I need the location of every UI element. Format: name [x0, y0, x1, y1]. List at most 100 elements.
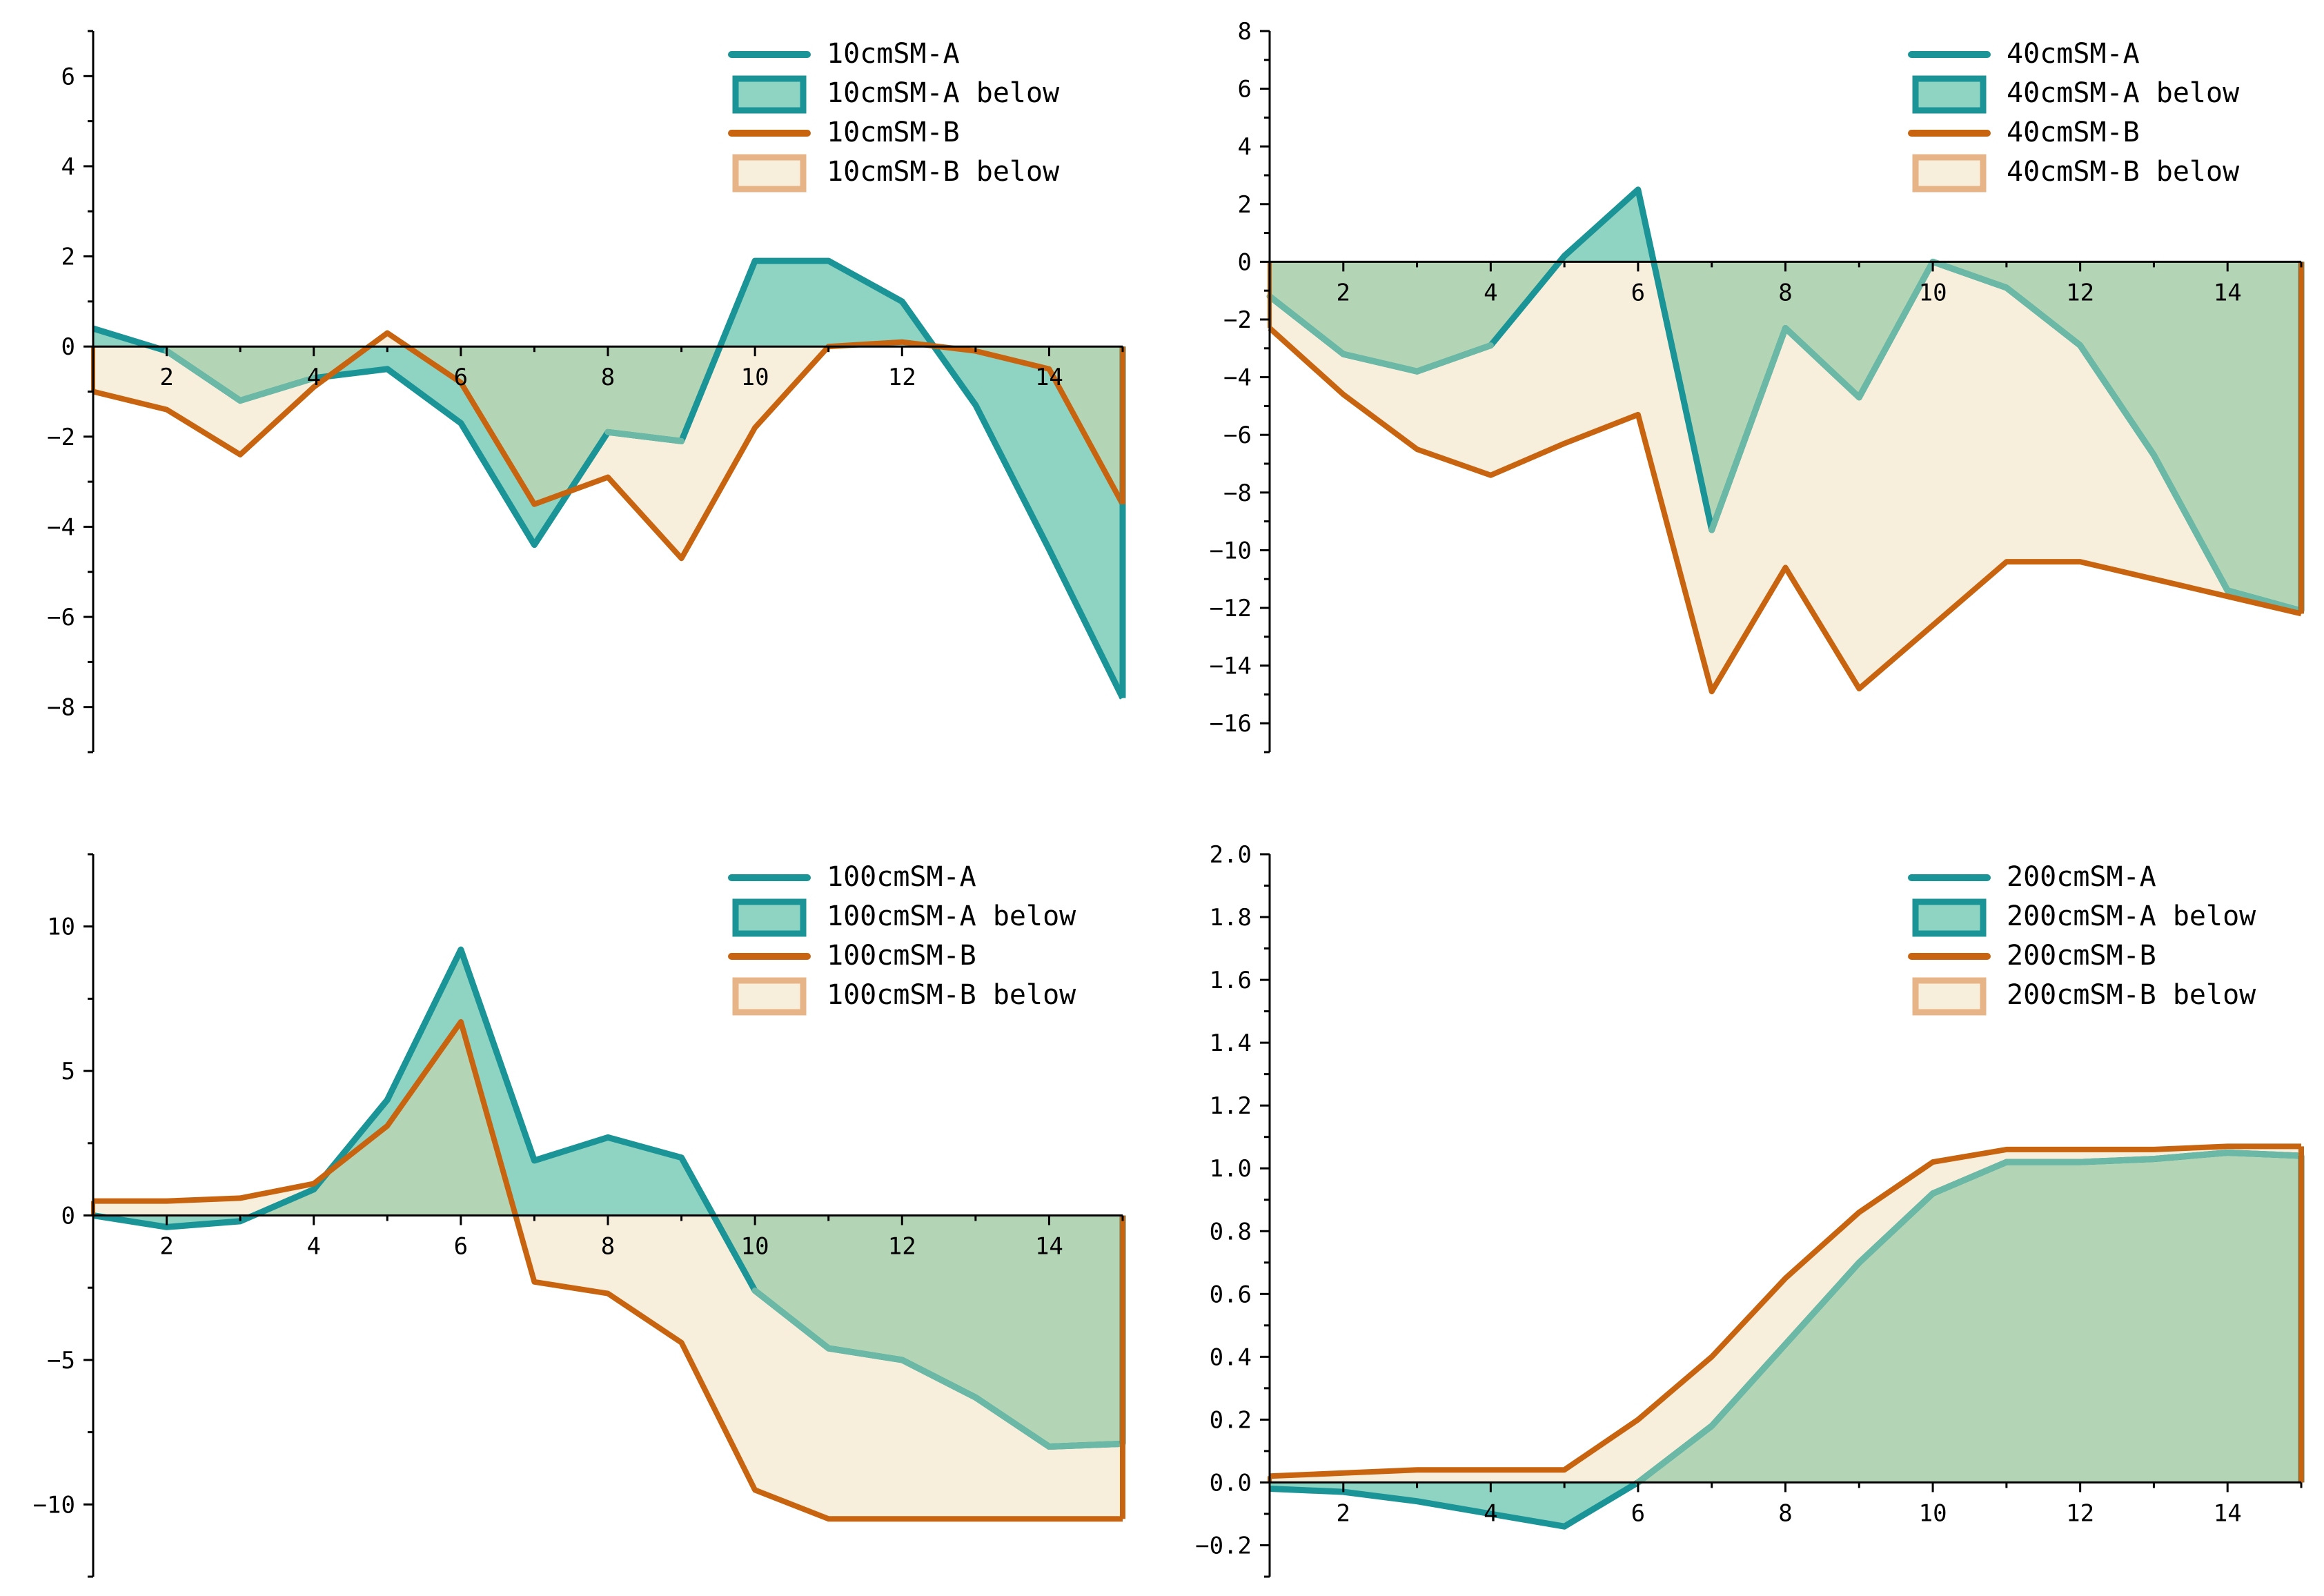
legend-label: 200cmSM-A below [2007, 900, 2256, 932]
y-tick-label: 1.0 [1210, 1155, 1252, 1183]
x-tick-label: 6 [1631, 1499, 1645, 1527]
y-tick-label: −8 [47, 694, 75, 722]
y-tick-label: 0.2 [1210, 1406, 1252, 1434]
legend-label: 40cmSM-A [2007, 38, 2140, 70]
y-tick-label: 5 [61, 1058, 75, 1085]
legend-label: 40cmSM-A below [2007, 77, 2240, 109]
legend-label: 10cmSM-B below [827, 156, 1060, 188]
100cmSM-B-line [93, 1018, 1123, 1522]
x-tick-label: 2 [159, 1233, 173, 1261]
legend-label: 10cmSM-A below [827, 77, 1060, 109]
10cmSM-A-line-segment [164, 348, 244, 404]
y-tick-label: 2 [1238, 191, 1252, 219]
40cmSM-B-line [1268, 326, 2302, 695]
y-tick-label: −10 [1210, 537, 1252, 564]
y-tick-label: 0.4 [1210, 1343, 1252, 1371]
10cmSM-A-below-area [93, 261, 1123, 698]
y-tick-label: 4 [1238, 133, 1252, 161]
200cmSM-A-line-segment [1782, 1259, 1862, 1348]
x-tick-label: 10 [1919, 279, 1947, 306]
y-tick-label: −12 [1210, 595, 1252, 622]
x-tick-label: 14 [2214, 1499, 2242, 1527]
area-fills [1270, 189, 2301, 692]
x-tick-label: 10 [741, 1233, 769, 1261]
x-tick-label: 2 [1337, 1499, 1350, 1527]
y-tick-label: −6 [47, 604, 75, 631]
40cmSM-A-line-segment [1929, 258, 2010, 291]
x-tick-label: 2 [1337, 279, 1350, 306]
200cmSM-A-line-segment [1635, 1422, 1715, 1486]
legend-label: 10cmSM-B [827, 117, 960, 148]
y-tick-label: 6 [1238, 76, 1252, 104]
40cmSM-A-line-segment [1340, 351, 1421, 375]
x-tick-label: 8 [601, 1233, 615, 1261]
10cmSM-A-line-segment [237, 375, 317, 404]
panel-200cm: −0.2 0.0 0.2 0.4 0.6 0.8 1.0 1.2 1.4 1.6 1.8 2.0 2 4 6… [1195, 841, 2305, 1578]
40cmSM-A-line-segment [1414, 342, 1494, 375]
y-tick-label: 2.0 [1210, 841, 1252, 869]
legend-label: 100cmSM-B [827, 940, 976, 972]
y-tick-label: 1.4 [1210, 1029, 1252, 1057]
axes: −10 −5 0 5 10 2 4 6 8 10 12 14 [33, 853, 1124, 1578]
40cmSM-A-line-segment [1782, 325, 1862, 401]
200cmSM-A-line-segment [2224, 1149, 2305, 1159]
legend-area-swatch [1912, 75, 1987, 114]
40cmSM-A-line-segment [1855, 258, 1936, 401]
y-tick-label: 0.0 [1210, 1469, 1252, 1497]
y-tick-label: −0.2 [1195, 1532, 1252, 1559]
axes: −16 −14 −12 −10 −8 −6 −4 −2 0 2 4 6 8 2 4 6 8 10 12 14 [1210, 18, 2303, 753]
x-tick-label: 8 [1778, 1499, 1792, 1527]
x-tick-label: 4 [306, 1233, 320, 1261]
y-tick-label: 1.6 [1210, 967, 1252, 994]
y-tick-label: 0.6 [1210, 1281, 1252, 1308]
40cmSM-A-line-segment [2003, 284, 2084, 349]
legend-area-swatch [1912, 154, 1987, 193]
legend-label: 40cmSM-B below [2007, 156, 2240, 188]
100cmSM-A-line-segment [825, 1345, 905, 1363]
axes: −8 −6 −4 −2 0 2 4 6 2 4 6 8 10 12 14 [47, 30, 1124, 753]
area-fills [93, 949, 1123, 1519]
10cmSM-B-below-area [93, 333, 1123, 559]
200cmSM-A-line-segment [2077, 1156, 2157, 1165]
legend: 200cmSM-A 200cmSM-A below 200cmSM-B 200cmSM… [1908, 861, 2256, 1016]
legend: 10cmSM-A 10cmSM-A below 10cmSM-B 10cmSM-B b… [728, 38, 1060, 193]
overlap-area [93, 1021, 1123, 1447]
y-tick-label: 0.8 [1210, 1218, 1252, 1245]
y-tick-label: 1.2 [1210, 1092, 1252, 1120]
10cmSM-A-line-segment [604, 428, 685, 444]
x-tick-label: 10 [741, 364, 769, 391]
x-tick-label: 14 [2214, 279, 2242, 306]
100cmSM-B-below-area [93, 1021, 1123, 1519]
y-tick-label: 0 [1238, 248, 1252, 276]
legend-label: 200cmSM-B [2007, 940, 2156, 972]
y-tick-label: −4 [47, 513, 75, 541]
200cmSM-B-line [1269, 1143, 2301, 1479]
y-tick-label: −6 [1223, 422, 1252, 449]
10cmSM-B-line [92, 330, 1125, 562]
y-tick-label: 10 [47, 914, 75, 941]
200cmSM-A-line-segment [1855, 1190, 1936, 1266]
y-tick-label: −10 [33, 1491, 75, 1519]
legend: 100cmSM-A 100cmSM-A below 100cmSM-B 100cmSM… [728, 861, 1076, 1016]
overlap-area [93, 342, 1123, 504]
legend-area-swatch [732, 154, 807, 193]
y-tick-label: 8 [1238, 18, 1252, 46]
panel-40cm: −16 −14 −12 −10 −8 −6 −4 −2 0 2 4 6 8 2 4 6 8 10 12 14 40cmS… [1210, 18, 2305, 753]
legend-label: 100cmSM-A [827, 861, 976, 893]
40cmSM-B-below-area [1270, 262, 2301, 692]
axes: −0.2 0.0 0.2 0.4 0.6 0.8 1.0 1.2 1.4 1.6 1.8 2.0 2 4 6… [1195, 841, 2303, 1578]
y-tick-label: 4 [61, 153, 75, 181]
legend-label: 10cmSM-A [827, 38, 960, 70]
40cmSM-A-line-segment [2224, 587, 2305, 614]
x-tick-label: 4 [306, 364, 320, 391]
legend-label: 100cmSM-B below [827, 979, 1076, 1011]
legend-area-swatch [732, 75, 807, 114]
y-tick-label: −8 [1223, 480, 1252, 507]
legend-label: 200cmSM-B below [2007, 979, 2256, 1011]
x-tick-label: 6 [454, 1233, 468, 1261]
x-tick-label: 6 [1631, 279, 1645, 306]
panel-100cm: −10 −5 0 5 10 2 4 6 8 10 12 14 100cmSM-A 100cmSM-A be… [33, 853, 1126, 1578]
40cmSM-A-line-segment [2077, 342, 2157, 458]
x-tick-label: 2 [159, 364, 173, 391]
